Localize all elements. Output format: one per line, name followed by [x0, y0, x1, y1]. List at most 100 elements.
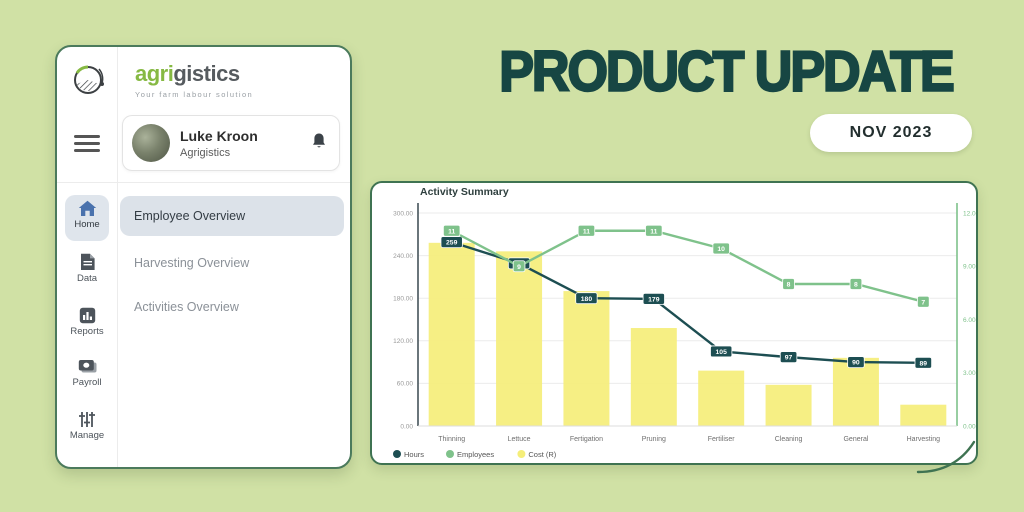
- right-axis-tick: 12.00: [963, 210, 976, 217]
- date-badge-label: NOV 2023: [849, 124, 933, 141]
- legend-dot: [393, 450, 401, 458]
- data-label: 8: [787, 282, 791, 289]
- cost-bar: [832, 357, 879, 426]
- document-icon: [80, 253, 95, 270]
- x-axis-label: Fertiliser: [708, 436, 736, 443]
- cost-bar: [630, 328, 677, 426]
- hamburger-menu-icon[interactable]: [74, 135, 100, 153]
- date-badge: NOV 2023: [810, 114, 972, 152]
- data-label-badge: [917, 295, 930, 308]
- data-label-badge: [512, 260, 526, 273]
- menu-item-activities-overview[interactable]: Activities Overview: [120, 287, 344, 327]
- agrigistics-logo-icon: [69, 59, 111, 101]
- cost-bar: [428, 242, 475, 426]
- page-title: PRODUCT UPDATE: [498, 39, 956, 104]
- data-label-badge: [782, 278, 795, 290]
- sidebar-item-home[interactable]: Home: [57, 200, 117, 230]
- data-label: 90: [852, 360, 860, 367]
- app-window: agrigistics Your farm labour solution Lu…: [55, 45, 352, 469]
- data-label: 105: [716, 349, 728, 356]
- menu-item-label: Employee Overview: [134, 209, 246, 223]
- menu-item-employee-overview[interactable]: Employee Overview: [120, 196, 344, 236]
- banknote-icon: [78, 360, 96, 373]
- x-axis-label: General: [843, 436, 868, 443]
- brand-name-accent: agri: [135, 61, 174, 86]
- hours-line: [451, 240, 924, 365]
- employees-line: [451, 229, 924, 303]
- data-label-badge: [779, 351, 798, 364]
- data-label-badge: [645, 224, 663, 237]
- x-axis-label: Pruning: [642, 436, 666, 443]
- user-name: Luke Kroon: [180, 127, 258, 144]
- data-label: 11: [448, 228, 455, 235]
- x-axis-label: Thinning: [438, 436, 465, 443]
- legend-dot: [517, 450, 526, 458]
- legend-label: Cost (R): [528, 450, 556, 459]
- data-label: 8: [854, 282, 858, 289]
- right-axis-tick: 6.00: [963, 317, 976, 324]
- left-axis-tick: 60.00: [397, 381, 414, 388]
- legend-label: Employees: [457, 450, 494, 459]
- data-label-badge: [849, 278, 863, 290]
- data-label: 97: [785, 355, 793, 362]
- bar-chart-icon: [79, 307, 95, 324]
- sidebar-item-manage[interactable]: Manage: [57, 411, 117, 441]
- avatar: [132, 124, 170, 162]
- data-label-badge: [442, 224, 461, 237]
- legend-dot: [446, 450, 454, 458]
- right-axis-tick: 3.00: [963, 370, 976, 377]
- data-label: 11: [650, 228, 657, 235]
- brand-name: agrigistics: [135, 61, 253, 87]
- data-label: 11: [583, 228, 590, 235]
- cost-bar: [496, 251, 543, 426]
- sidebar-item-label: Home: [74, 219, 100, 230]
- chart-title: Activity Summary: [420, 186, 509, 198]
- data-label: 179: [648, 297, 660, 304]
- x-axis-label: Lettuce: [508, 436, 531, 443]
- data-label-badge: [575, 292, 598, 305]
- sidebar-item-data[interactable]: Data: [57, 253, 117, 284]
- bell-icon[interactable]: [311, 132, 327, 155]
- sidebar-item-payroll[interactable]: Payroll: [57, 359, 117, 388]
- data-label-badge: [642, 293, 665, 305]
- header-divider: [57, 182, 350, 183]
- left-axis-tick: 180.00: [393, 296, 413, 303]
- activity-summary-card: Activity Summary 300.00 240.00 180.00 120.0…: [370, 181, 978, 465]
- activity-chart: 300.00 240.00 180.00 120.00 60.00 0.00 12.00 9.…: [393, 203, 976, 459]
- menu-item-harvesting-overview[interactable]: Harvesting Overview: [120, 243, 344, 283]
- sliders-icon: [79, 412, 95, 427]
- sidebar-item-label: Payroll: [72, 377, 102, 388]
- user-card[interactable]: Luke Kroon Agrigistics: [122, 115, 340, 171]
- data-label: 259: [446, 240, 458, 247]
- sidebar-item-label: Manage: [69, 430, 105, 441]
- cost-bar: [765, 384, 812, 426]
- brand: agrigistics Your farm labour solution: [135, 61, 253, 99]
- data-label: 180: [581, 296, 593, 303]
- data-label: 10: [717, 246, 725, 253]
- data-label: 9: [517, 264, 521, 271]
- brand-name-rest: gistics: [173, 61, 240, 86]
- cost-bar: [900, 404, 947, 426]
- menu-item-label: Harvesting Overview: [134, 256, 250, 270]
- data-label: 89: [920, 360, 928, 367]
- sidebar-item-label: Data: [76, 273, 98, 284]
- sidebar-item-label: Reports: [70, 326, 104, 337]
- x-axis-label: Cleaning: [775, 436, 803, 443]
- legend-label: Hours: [404, 450, 424, 459]
- data-label-badge: [577, 224, 596, 237]
- right-axis-tick: 0.00: [963, 423, 976, 430]
- cost-bar: [698, 370, 745, 426]
- left-axis-tick: 240.00: [393, 253, 413, 260]
- home-icon: [78, 200, 96, 216]
- brand-tagline: Your farm labour solution: [135, 90, 254, 99]
- data-label-badge: [847, 356, 865, 369]
- left-axis-tick: 0.00: [400, 423, 413, 430]
- x-axis-label: Harvesting: [907, 436, 941, 443]
- data-label: 7: [921, 299, 925, 306]
- rail-divider: [117, 47, 118, 467]
- right-axis-tick: 9.00: [963, 264, 976, 271]
- data-label-badge: [710, 345, 733, 358]
- sidebar-item-reports[interactable]: Reports: [57, 307, 117, 337]
- user-organization: Agrigistics: [180, 146, 231, 159]
- left-axis-tick: 300.00: [393, 210, 413, 217]
